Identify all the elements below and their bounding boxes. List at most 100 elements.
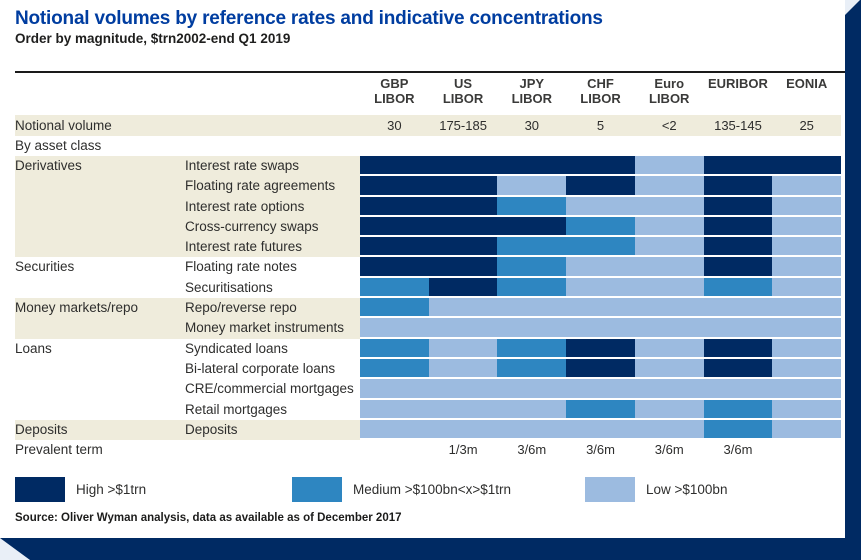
- column-header-chf: CHF LIBOR: [580, 76, 621, 106]
- legend-swatch-m: [292, 477, 342, 502]
- heat-cell-h: [360, 216, 429, 238]
- heat-cell-h: [566, 156, 635, 177]
- legend-swatch-h: [15, 477, 65, 502]
- item-label: Interest rate swaps: [185, 158, 300, 173]
- prevalent-term-value: 1/3m: [448, 442, 478, 458]
- group-label: Securities: [15, 259, 75, 275]
- heat-cell-h: [428, 156, 498, 177]
- heat-cell-h: [703, 338, 773, 359]
- heat-cell-l: [634, 338, 704, 359]
- heat-cell-m: [360, 358, 429, 380]
- table-row: Bi-lateral corporate loans: [15, 358, 842, 380]
- item-label: Floating rate agreements: [185, 178, 336, 194]
- prevalent-term-label: Prevalent term: [15, 442, 103, 458]
- figure-subtitle: Order by magnitude, $trn2002-end Q1 2019: [15, 31, 291, 46]
- heat-cell-h: [428, 237, 498, 258]
- heat-cell-h: [360, 237, 429, 258]
- heat-cell-l: [566, 257, 635, 278]
- heat-cell-l: [634, 277, 704, 299]
- table-row: Floating rate agreements: [15, 176, 842, 197]
- heat-cell-l: [634, 196, 704, 217]
- heat-cell-l: [772, 277, 842, 299]
- group-label: Loans: [15, 340, 52, 356]
- heat-cell-l: [566, 318, 635, 339]
- right-accent-bar: [845, 0, 861, 560]
- table-row: Retail mortgages: [15, 399, 842, 420]
- prevalent-term-value: 3/6m: [586, 442, 615, 458]
- heat-cell-l: [428, 419, 498, 441]
- heat-cell-m: [360, 298, 429, 319]
- legend-label: Low >$100bn: [646, 482, 728, 497]
- heat-cell-l: [497, 419, 567, 441]
- header-rule: [15, 71, 845, 73]
- table-row: Interest rate futures: [15, 237, 842, 258]
- heat-cell-m: [497, 277, 567, 299]
- table-row: Interest rate options: [15, 196, 842, 217]
- notional-volume-value: <2: [661, 118, 677, 133]
- table-row: Securities Floating rate notes: [15, 257, 842, 278]
- heat-cell-m: [360, 338, 429, 359]
- item-label: Interest rate options: [185, 198, 305, 214]
- item-label: CRE/commercial mortgages: [185, 381, 354, 397]
- legend-label: High >$1trn: [76, 482, 147, 497]
- heat-cell-l: [497, 399, 567, 420]
- group-label: [15, 176, 185, 196]
- heat-cell-h: [566, 358, 635, 380]
- figure-title: Notional volumes by reference rates and …: [15, 8, 603, 29]
- by-asset-class-row: By asset class: [15, 136, 841, 156]
- by-asset-class-label: By asset class: [15, 138, 102, 153]
- heat-cell-h: [703, 156, 773, 177]
- heat-cell-l: [634, 156, 704, 177]
- heat-cell-h: [360, 257, 429, 278]
- prevalent-term-row: Prevalent term 1/3m 3/6m 3/6m 3/6m 3/6m: [15, 440, 841, 460]
- heat-cell-l: [772, 379, 842, 400]
- notional-volume-value: 30: [387, 118, 402, 133]
- bottom-accent-bar: [0, 538, 861, 560]
- table-row: Money markets/repo Repo/reverse repo: [15, 298, 842, 319]
- heat-cell-l: [634, 379, 704, 400]
- heat-cell-h: [360, 176, 429, 197]
- column-header-us: US LIBOR: [442, 76, 484, 106]
- header-spacer: [15, 75, 360, 115]
- heat-cell-m: [360, 277, 429, 299]
- table-row: Loans Syndicated loans: [15, 338, 842, 359]
- heat-cell-m: [497, 257, 567, 278]
- heat-cell-m: [566, 237, 635, 258]
- heat-cell-h: [703, 358, 773, 380]
- item-label: Interest rate futures: [185, 239, 303, 255]
- heat-cell-l: [428, 379, 498, 400]
- heat-cell-l: [428, 338, 498, 359]
- group-label: [15, 400, 185, 420]
- legend-item-m: Medium >$100bn<x>$1trn: [292, 477, 511, 502]
- prevalent-term-value: 3/6m: [723, 442, 753, 458]
- heat-cell-h: [566, 176, 635, 197]
- heat-cell-l: [360, 399, 429, 420]
- heat-cell-l: [634, 237, 704, 258]
- heat-cell-l: [566, 196, 635, 217]
- heat-cell-h: [428, 216, 498, 238]
- heat-cell-h: [703, 237, 773, 258]
- heat-cell-l: [634, 399, 704, 420]
- group-label: Deposits: [15, 421, 68, 437]
- heat-cell-m: [497, 338, 567, 359]
- heat-cell-l: [497, 318, 567, 339]
- heat-cell-h: [497, 156, 567, 177]
- group-label: Derivatives: [15, 158, 82, 173]
- column-header-euro: Euro LIBOR: [649, 76, 690, 106]
- heat-cell-l: [634, 318, 704, 339]
- heat-cell-l: [703, 379, 773, 400]
- column-header-eonia: EONIA: [786, 76, 828, 91]
- group-label: [15, 237, 185, 257]
- heat-cell-h: [428, 277, 498, 299]
- table-row: Money market instruments: [15, 318, 842, 339]
- table-row: Deposits Deposits: [15, 419, 842, 441]
- group-label: [15, 379, 185, 399]
- group-label: Money markets/repo: [15, 300, 139, 316]
- item-label: Floating rate notes: [185, 259, 297, 275]
- heat-cell-l: [428, 318, 498, 339]
- column-header-euribor: EURIBOR: [707, 76, 768, 91]
- notional-volume-value: 30: [524, 118, 540, 133]
- legend: High >$1trn Medium >$100bn<x>$1trn Low >$1…: [15, 477, 841, 503]
- heat-cell-h: [428, 257, 498, 278]
- prevalent-term-value: [360, 440, 429, 460]
